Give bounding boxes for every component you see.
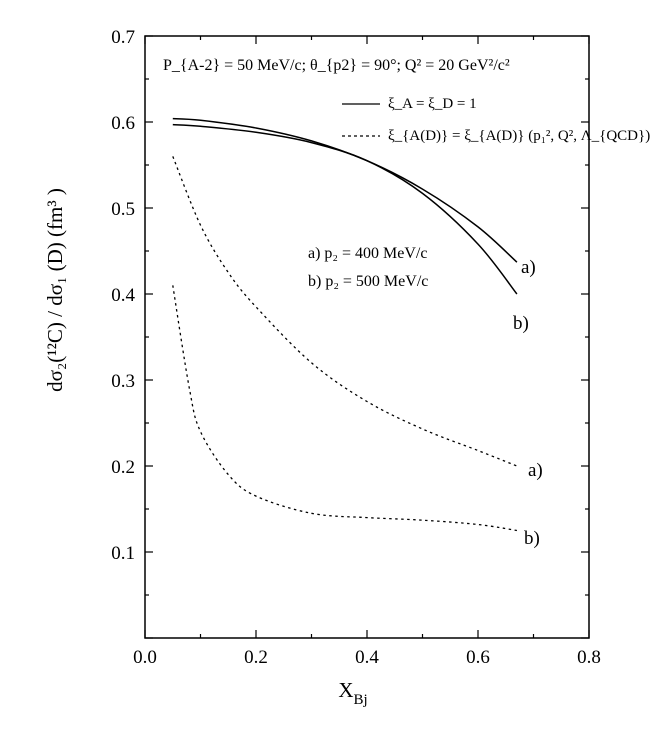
tick-marks [144,35,590,639]
x-tick-labels: 0.0 0.2 0.4 0.6 0.8 [133,647,601,668]
legend: ξ_A = ξ_D = 1 ξ_{A(D)} = ξ_{A(D)} (p₁², … [342,96,650,144]
plot-frame [144,35,590,639]
series-end-label-1: a) [521,257,536,278]
series-end-label-3: a) [528,460,543,481]
curves [172,117,518,532]
legend-solid-label: ξ_A = ξ_D = 1 [388,96,477,112]
curve-end-labels: a) b) a) b) [513,257,543,549]
x-tick-label: 0.6 [466,647,490,668]
y-tick-label: 0.4 [111,285,135,306]
x-axis-label: XBj [338,678,367,708]
y-tick-label: 0.1 [111,543,135,564]
y-axis-label: dσ₂(¹²C) / dσ₁ (D) (fm³ ) [43,188,67,392]
series-end-label-2: b) [513,313,529,334]
x-tick-label: 0.2 [244,647,268,668]
x-tick-label: 0.0 [133,647,157,668]
y-tick-labels: 0.1 0.2 0.3 0.4 0.5 0.6 0.7 [111,27,135,564]
legend-dotted-label: ξ_{A(D)} = ξ_{A(D)} (p₁², Q², Λ_{QCD}) [388,128,650,144]
y-tick-label: 0.5 [111,199,135,220]
series-end-label-4: b) [524,528,540,549]
momentum-label-a: a) p₂ = 400 MeV/c [308,245,427,262]
series-line-4 [172,285,517,532]
x-tick-label: 0.8 [577,647,601,668]
series-line-3 [172,156,518,467]
momentum-label-b: b) p₂ = 500 MeV/c [308,273,428,290]
x-tick-label: 0.4 [355,647,379,668]
series-line-2 [172,123,518,295]
y-tick-label: 0.6 [111,113,135,134]
y-tick-label: 0.2 [111,457,135,478]
chart-header: P_{A-2} = 50 MeV/c; θ_{p2} = 90°; Q² = 2… [163,57,510,74]
y-tick-label: 0.7 [111,27,135,48]
y-tick-label: 0.3 [111,371,135,392]
